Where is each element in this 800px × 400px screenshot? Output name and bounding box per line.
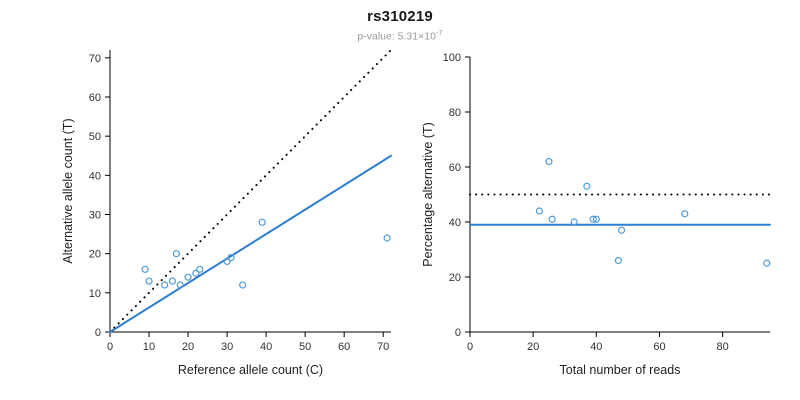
data-point: [383, 234, 391, 242]
data-point: [548, 215, 556, 223]
x-tick-label: 40: [590, 341, 602, 353]
y-axis-title: Alternative allele count (T): [61, 118, 75, 263]
x-tick-label: 40: [260, 341, 272, 353]
x-axis-title: Reference allele count (C): [178, 363, 323, 377]
x-tick-label: 10: [143, 341, 155, 353]
y-tick-label: 30: [89, 210, 101, 222]
data-point: [535, 207, 544, 215]
y-tick-label: 60: [89, 92, 101, 104]
data-point: [161, 281, 169, 289]
percentage-vs-reads-scatter-plot: 0 20 40 60 80 0 20 40 60 80 100 Total number of rea…: [421, 52, 771, 377]
y-tick-label: 80: [449, 107, 461, 119]
data-point: [176, 281, 184, 289]
y-tick-label: 70: [89, 53, 101, 65]
data-point: [258, 218, 266, 226]
data-point: [196, 265, 204, 273]
data-point: [172, 250, 180, 258]
regression-line: [109, 154, 392, 333]
y-tick-label: 20: [449, 272, 461, 284]
data-point: [545, 157, 553, 166]
y-tick-label: 50: [89, 131, 101, 143]
data-point: [614, 256, 623, 265]
data-point: [192, 269, 200, 277]
data-point: [184, 273, 192, 281]
y-tick-label: 0: [95, 327, 101, 339]
x-tick-label: 0: [107, 341, 113, 353]
data-point: [168, 277, 177, 285]
x-tick-label: 50: [299, 341, 311, 353]
x-tick-label: 60: [338, 341, 350, 353]
data-point: [592, 215, 600, 223]
data-point: [763, 259, 771, 267]
data-point: [239, 281, 247, 289]
x-tick-label: 20: [527, 341, 539, 353]
data-point: [589, 215, 597, 223]
chart-header: rs310219 p-value: 5.31×10-7: [0, 8, 800, 43]
pvalue-text: p-value: 5.31×10: [357, 30, 436, 43]
data-point: [617, 226, 626, 234]
x-tick-label: 80: [717, 341, 729, 353]
y-tick-label: 40: [89, 170, 101, 182]
y-axis-title: Percentage alternative (T): [421, 122, 435, 267]
data-point: [583, 182, 591, 190]
data-point: [141, 265, 149, 273]
data-point: [223, 257, 231, 266]
x-tick-label: 70: [377, 341, 389, 353]
x-tick-label: 20: [182, 341, 194, 353]
x-tick-label: 30: [221, 341, 233, 353]
pvalue-subtitle: p-value: 5.31×10-7: [0, 28, 800, 43]
data-point: [570, 218, 578, 226]
x-tick-label: 60: [653, 341, 665, 353]
x-axis-title: Total number of reads: [560, 363, 681, 377]
pvalue-exponent: -7: [435, 28, 443, 37]
chart-title: rs310219: [367, 8, 433, 25]
y-tick-label: 0: [455, 327, 461, 339]
y-tick-label: 60: [449, 162, 461, 174]
y-tick-label: 100: [443, 52, 461, 64]
data-point: [145, 277, 153, 285]
y-tick-label: 40: [449, 217, 461, 229]
y-tick-label: 10: [89, 288, 101, 300]
data-point: [227, 253, 235, 262]
y-tick-label: 20: [89, 249, 101, 261]
allele-count-scatter-plot: 0 10 20 30 40 50 60 70 0 10 20 30 40 50 60 70 Reference …: [61, 49, 392, 377]
data-point: [681, 210, 689, 218]
identity-line: [109, 49, 392, 333]
x-tick-label: 0: [467, 341, 473, 353]
